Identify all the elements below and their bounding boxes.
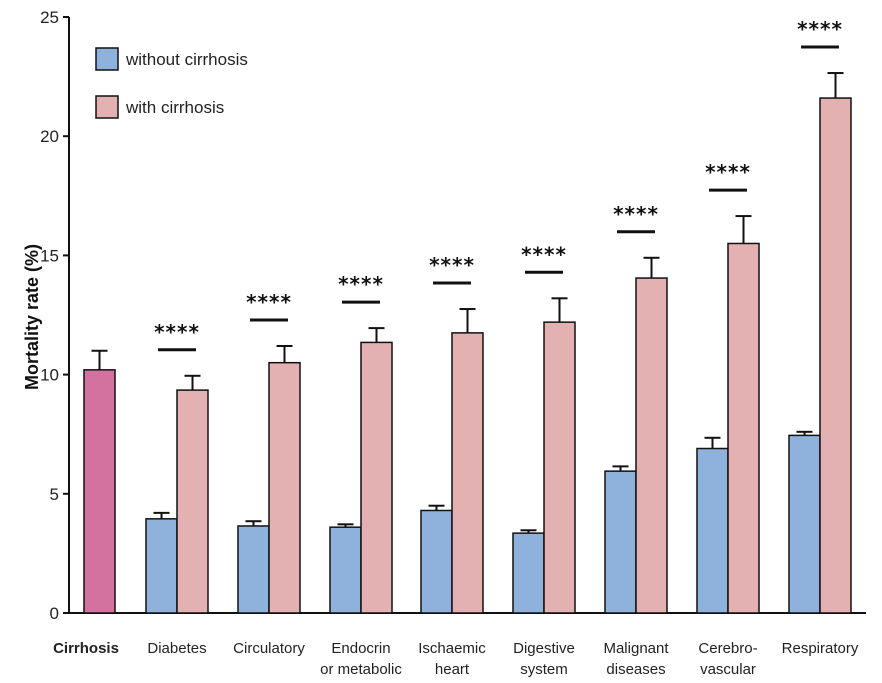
- bar-with-circulatory: [268, 361, 301, 614]
- bar-without-circulatory: [237, 525, 270, 614]
- legend-swatch-0: [95, 47, 119, 71]
- significance-label-diabetes: ****: [154, 320, 200, 344]
- category-label-endocrin-or-metabolic: Endocrin or metabolic: [320, 640, 402, 678]
- significance-label-respiratory: ****: [797, 17, 843, 41]
- bar-without-diabetes: [145, 518, 178, 614]
- significance-label-malignant-diseases: ****: [613, 202, 659, 226]
- legend-label-1: with cirrhosis: [125, 98, 224, 117]
- bar-with-digestive-system: [543, 321, 576, 614]
- y-axis-label: Mortality rate (%): [22, 244, 42, 390]
- bar-with-malignant-diseases: [635, 277, 668, 614]
- bar-without-endocrin-or-metabolic: [329, 526, 362, 614]
- category-label-cerebro-vascular: Cerebro-vascular: [698, 640, 757, 678]
- category-label-digestive-system: Digestive system: [513, 640, 575, 678]
- bar-without-digestive-system: [512, 532, 545, 614]
- legend-label-0: without cirrhosis: [125, 50, 248, 69]
- y-tick-label: 0: [50, 604, 59, 623]
- y-tick-label: 10: [40, 366, 59, 385]
- bar-without-respiratory: [788, 434, 821, 614]
- y-tick-label: 15: [40, 246, 59, 265]
- significance-label-digestive-system: ****: [521, 242, 567, 266]
- legend: without cirrhosis with cirrhosis: [95, 47, 248, 119]
- bar-cirrhosis: [83, 369, 116, 614]
- category-label-respiratory: Respiratory: [782, 640, 859, 657]
- significance-label-cerebro-vascular: ****: [705, 160, 751, 184]
- legend-swatch-1: [95, 95, 119, 119]
- category-label-diabetes: Diabetes: [147, 640, 206, 657]
- bar-with-diabetes: [176, 389, 209, 614]
- category-label-malignant-diseases: Malignant diseases: [603, 640, 669, 678]
- category-label-ischaemic-heart: Ischaemic heart: [418, 640, 486, 678]
- bars: **** **** **** **** **** **** **** ****: [83, 17, 852, 614]
- y-tick-label: 5: [50, 485, 59, 504]
- category-label-cirrhosis: Cirrhosis: [53, 640, 119, 657]
- bar-with-ischaemic-heart: [451, 332, 484, 614]
- category-labels: Cirrhosis Diabetes Circulatory Endocrin or m…: [53, 640, 859, 678]
- y-tick-label: 20: [40, 127, 59, 146]
- bar-without-cerebro-vascular: [696, 447, 729, 614]
- bar-with-cerebro-vascular: [727, 242, 760, 614]
- bar-with-endocrin-or-metabolic: [360, 341, 393, 614]
- significance-label-circulatory: ****: [246, 290, 292, 314]
- significance-label-endocrin-or-metabolic: ****: [338, 272, 384, 296]
- y-tick-label: 25: [40, 8, 59, 27]
- category-label-circulatory: Circulatory: [233, 640, 305, 657]
- bar-without-ischaemic-heart: [420, 509, 453, 614]
- bar-with-respiratory: [819, 97, 852, 614]
- significance-label-ischaemic-heart: ****: [429, 253, 475, 277]
- bar-without-malignant-diseases: [604, 470, 637, 614]
